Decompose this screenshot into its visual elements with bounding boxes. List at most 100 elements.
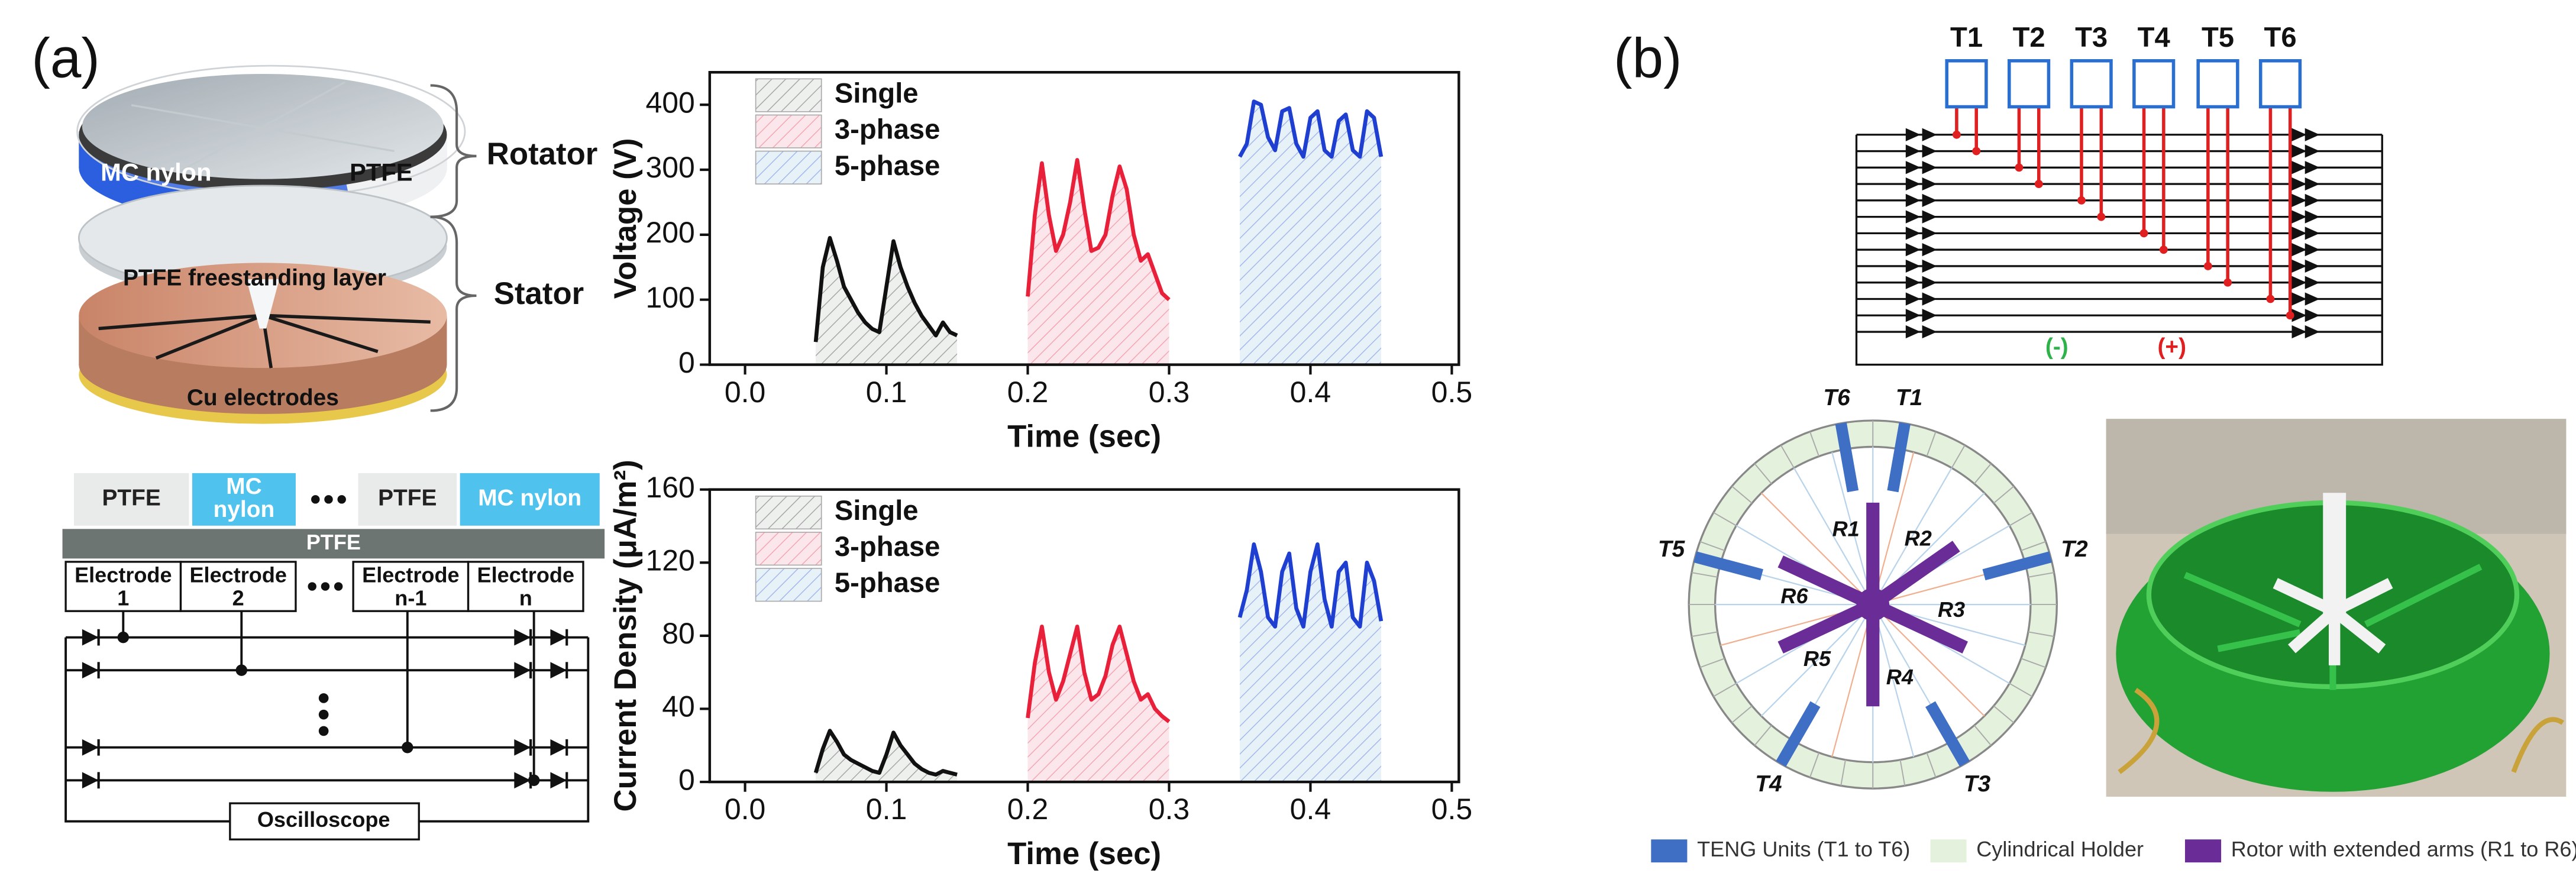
y-tick-label: 40	[662, 690, 695, 723]
polarity-label: (+)	[2157, 334, 2186, 360]
ring-segment	[1754, 725, 1772, 746]
diode	[82, 772, 99, 789]
spoke	[1872, 604, 1985, 717]
arrow	[2304, 325, 2320, 339]
arrow	[2291, 292, 2307, 306]
electrode-box	[352, 561, 470, 612]
rotor-hub	[1856, 588, 1890, 621]
electrode-box	[64, 561, 182, 612]
ring-segment	[1699, 541, 1725, 551]
layer-box	[358, 473, 457, 526]
area	[816, 238, 958, 365]
arrow	[1922, 210, 1937, 224]
legend-label: Rotor with extended arms (R1 to R6)	[2231, 837, 2576, 861]
brace	[430, 215, 477, 412]
arrow	[1905, 276, 1921, 289]
spoke	[1793, 467, 1874, 605]
diode	[514, 739, 531, 756]
arrow	[1922, 243, 1937, 257]
legend-label: 3-phase	[835, 114, 940, 145]
rotor-blade	[2288, 606, 2339, 654]
arrow	[1905, 259, 1921, 273]
arrow	[2291, 210, 2307, 224]
arrow	[1905, 243, 1921, 257]
spoke	[1831, 604, 1874, 757]
arrow	[2291, 128, 2307, 141]
arrow	[2291, 259, 2307, 273]
x-axis-label: Time (sec)	[1007, 419, 1161, 454]
ring-segment	[1926, 431, 1937, 457]
line	[813, 236, 958, 342]
unit-label: T3	[2075, 22, 2108, 53]
ring-segment	[1899, 759, 1906, 786]
arrow	[1922, 193, 1937, 207]
ellipsis-dot	[308, 582, 316, 591]
ellipsis-dot	[318, 693, 329, 703]
layer-label: PTFE	[350, 158, 412, 186]
teng-bar	[1925, 701, 1970, 767]
unit-label: T5	[1658, 536, 1686, 562]
arrow	[1922, 144, 1937, 158]
rotor-arm	[1777, 555, 1876, 611]
teng-unit	[2070, 59, 2113, 109]
diode	[514, 629, 531, 646]
lead-dot	[1972, 147, 1981, 156]
ring-segment	[1993, 705, 2015, 723]
electrode-label: Electrode	[189, 562, 286, 587]
y-tick-label: 100	[645, 281, 694, 314]
electrode-label: n-1	[395, 586, 426, 610]
electrode-box	[467, 561, 584, 612]
arrow	[1905, 193, 1921, 207]
rotor-blade	[2331, 606, 2386, 654]
panel-label: (a)	[31, 27, 99, 89]
arrow	[2304, 161, 2320, 174]
arrow	[2304, 193, 2320, 207]
teng-unit	[2196, 59, 2239, 109]
lead-dot	[2286, 311, 2294, 320]
arrow	[2291, 309, 2307, 322]
electrode-label: Electrode	[75, 562, 172, 587]
diode	[550, 772, 567, 789]
x-tick-label: 0.2	[1007, 376, 1049, 409]
arrow	[2291, 276, 2307, 289]
arrow	[1922, 128, 1937, 141]
unit-label: T1	[1950, 22, 1983, 53]
legend-swatch	[2184, 839, 2222, 863]
arrow	[2304, 243, 2320, 257]
wire	[1855, 134, 2383, 366]
arm-label: R3	[1938, 597, 1965, 622]
arrow	[2304, 309, 2320, 322]
plot-frame	[708, 70, 1460, 366]
x-tick-label: 0.0	[725, 376, 766, 409]
x-tick-label: 0.0	[725, 793, 766, 826]
x-tick-label: 0.3	[1149, 793, 1190, 826]
diode	[82, 662, 99, 679]
ring-segment	[1691, 631, 1718, 638]
rotor-blade	[2273, 578, 2337, 616]
y-tick-label: 0	[678, 763, 695, 796]
rotor-shaft	[2323, 493, 2346, 616]
spoke	[1872, 452, 1915, 605]
ring-segment	[1731, 705, 1753, 723]
electrode-label: Electrode	[362, 562, 459, 587]
ring-segment	[1731, 486, 1753, 504]
panel-label: (b)	[1614, 27, 1682, 89]
ring-segment	[2028, 631, 2054, 638]
legend-label: Single	[835, 78, 919, 109]
teng-unit	[1945, 59, 1988, 109]
legend-label: 3-phase	[835, 531, 940, 562]
rotator-seam	[131, 104, 395, 153]
x-axis-label: Time (sec)	[1007, 836, 1161, 871]
area	[1027, 626, 1169, 782]
electrode-gap	[262, 313, 379, 354]
layer-label: MC nylon	[101, 158, 211, 186]
spoke	[1872, 467, 1953, 605]
arrow	[2304, 177, 2320, 191]
electrode-gap	[155, 313, 264, 360]
diode	[550, 662, 567, 679]
arrow	[1905, 161, 1921, 174]
brace-label: Rotator	[487, 137, 598, 172]
layer-box	[73, 473, 189, 526]
ring-segment	[1973, 725, 1992, 746]
lead-dot	[2139, 229, 2148, 238]
